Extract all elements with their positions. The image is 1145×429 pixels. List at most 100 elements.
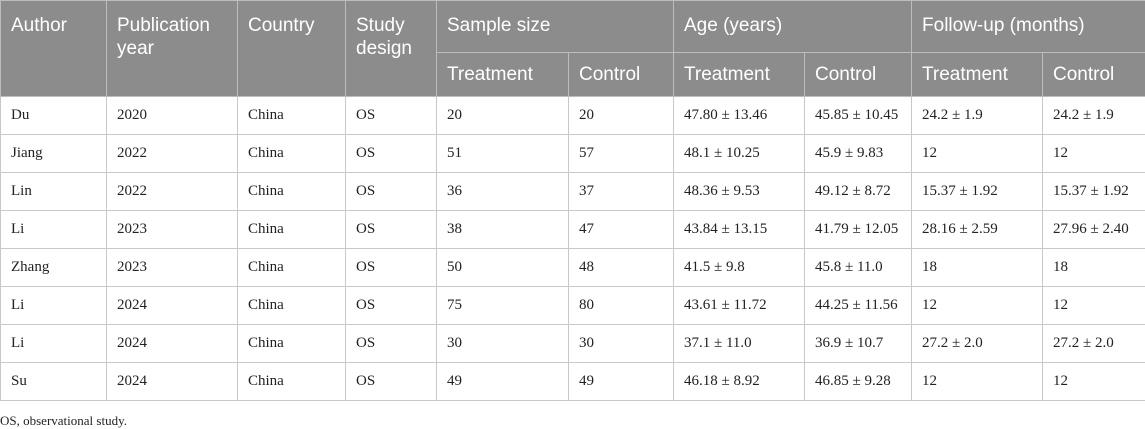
header-country: Country [237,0,346,97]
cell-country: China [237,210,346,249]
cell-age-control: 46.85 ± 9.28 [803,362,913,401]
cell-sample-treatment: 20 [436,96,569,135]
cell-followup-treatment: 27.2 ± 2.0 [911,324,1044,363]
table-row: Li 2023 China OS 38 47 43.84 ± 13.15 41.… [0,210,1145,249]
cell-age-treatment: 46.18 ± 8.92 [673,362,805,401]
cell-age-control: 45.9 ± 9.83 [803,134,913,173]
cell-country: China [237,172,346,211]
header-publication-year: Publication year [106,0,238,97]
cell-design: OS [345,134,437,173]
cell-age-treatment: 43.61 ± 11.72 [673,286,805,325]
cell-year: 2023 [106,248,238,287]
cell-age-treatment: 41.5 ± 9.8 [673,248,805,287]
table-header: Author Publication year Country Study de… [0,0,1145,97]
cell-age-control: 45.8 ± 11.0 [803,248,913,287]
cell-author: Li [0,286,107,325]
cell-author: Lin [0,172,107,211]
cell-year: 2023 [106,210,238,249]
cell-followup-control: 12 [1042,286,1145,325]
table-row: Lin 2022 China OS 36 37 48.36 ± 9.53 49.… [0,172,1145,211]
cell-design: OS [345,210,437,249]
cell-author: Li [0,210,107,249]
cell-country: China [237,248,346,287]
header-followup-control: Control [1042,52,1145,97]
table-row: Jiang 2022 China OS 51 57 48.1 ± 10.25 4… [0,134,1145,173]
table-footnote: OS, observational study. [0,413,127,428]
cell-sample-treatment: 49 [436,362,569,401]
cell-sample-control: 49 [568,362,674,401]
cell-followup-treatment: 15.37 ± 1.92 [911,172,1044,211]
cell-followup-treatment: 12 [911,362,1044,401]
cell-followup-treatment: 24.2 ± 1.9 [911,96,1044,135]
cell-sample-treatment: 36 [436,172,569,211]
cell-sample-control: 30 [568,324,674,363]
cell-sample-treatment: 38 [436,210,569,249]
table-row: Li 2024 China OS 30 30 37.1 ± 11.0 36.9 … [0,324,1145,363]
cell-sample-treatment: 30 [436,324,569,363]
cell-design: OS [345,324,437,363]
cell-sample-control: 20 [568,96,674,135]
cell-followup-control: 15.37 ± 1.92 [1042,172,1145,211]
cell-followup-treatment: 12 [911,286,1044,325]
cell-country: China [237,324,346,363]
header-row-primary: Author Publication year Country Study de… [0,0,1145,97]
header-followup-treatment: Treatment [911,52,1044,97]
cell-country: China [237,96,346,135]
cell-sample-treatment: 75 [436,286,569,325]
table-body: Du 2020 China OS 20 20 47.80 ± 13.46 45.… [0,96,1145,401]
cell-country: China [237,362,346,401]
cell-design: OS [345,286,437,325]
cell-author: Zhang [0,248,107,287]
header-sample-control: Control [568,52,674,97]
cell-followup-control: 12 [1042,134,1145,173]
cell-year: 2022 [106,134,238,173]
cell-year: 2020 [106,96,238,135]
cell-design: OS [345,96,437,135]
cell-sample-treatment: 50 [436,248,569,287]
header-age-treatment: Treatment [673,52,805,97]
cell-year: 2022 [106,172,238,211]
table-row: Zhang 2023 China OS 50 48 41.5 ± 9.8 45.… [0,248,1145,287]
cell-sample-control: 80 [568,286,674,325]
header-follow-up: Follow-up (months) [911,0,1145,53]
cell-sample-control: 57 [568,134,674,173]
cell-followup-treatment: 28.16 ± 2.59 [911,210,1044,249]
cell-age-control: 44.25 ± 11.56 [803,286,913,325]
cell-age-control: 41.79 ± 12.05 [803,210,913,249]
cell-author: Li [0,324,107,363]
cell-year: 2024 [106,324,238,363]
header-age-control: Control [803,52,913,97]
table-row: Li 2024 China OS 75 80 43.61 ± 11.72 44.… [0,286,1145,325]
cell-sample-control: 48 [568,248,674,287]
cell-age-control: 45.85 ± 10.45 [803,96,913,135]
cell-country: China [237,134,346,173]
cell-age-treatment: 48.36 ± 9.53 [673,172,805,211]
table-row: Su 2024 China OS 49 49 46.18 ± 8.92 46.8… [0,362,1145,401]
cell-sample-control: 37 [568,172,674,211]
cell-age-control: 36.9 ± 10.7 [803,324,913,363]
cell-followup-control: 27.96 ± 2.40 [1042,210,1145,249]
header-study-design: Study design [345,0,437,97]
cell-design: OS [345,172,437,211]
header-age: Age (years) [672,0,913,53]
cell-age-treatment: 37.1 ± 11.0 [673,324,805,363]
cell-sample-control: 47 [568,210,674,249]
cell-sample-treatment: 51 [436,134,569,173]
table-row: Du 2020 China OS 20 20 47.80 ± 13.46 45.… [0,96,1145,135]
header-sample-size: Sample size [436,0,674,53]
cell-year: 2024 [106,362,238,401]
cell-design: OS [345,248,437,287]
cell-followup-treatment: 18 [911,248,1044,287]
cell-country: China [237,286,346,325]
cell-age-control: 49.12 ± 8.72 [803,172,913,211]
cell-design: OS [345,362,437,401]
cell-author: Su [0,362,107,401]
cell-author: Jiang [0,134,107,173]
cell-age-treatment: 43.84 ± 13.15 [673,210,805,249]
header-row-secondary: Treatment Control Treatment Control Trea… [1,52,1145,97]
cell-followup-control: 24.2 ± 1.9 [1042,96,1145,135]
cell-followup-control: 27.2 ± 2.0 [1042,324,1145,363]
cell-followup-treatment: 12 [911,134,1044,173]
header-sample-treatment: Treatment [436,52,569,97]
cell-age-treatment: 47.80 ± 13.46 [673,96,805,135]
